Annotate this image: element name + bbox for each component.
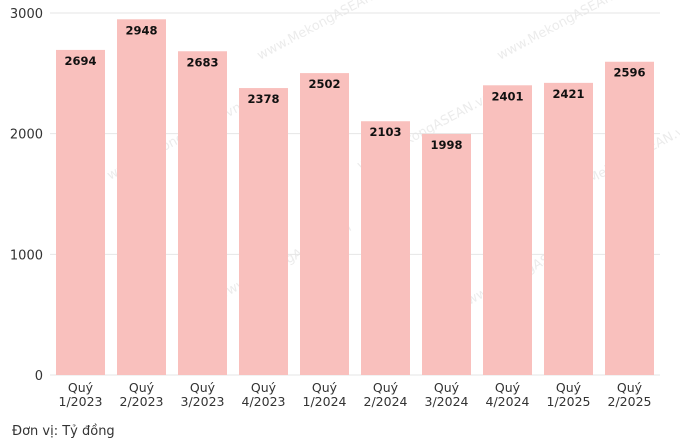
y-tick-label: 2000 [10, 128, 43, 143]
bar-value-label: 2683 [186, 55, 218, 69]
watermark-text: www.MekongASEAN.vn [255, 0, 394, 64]
bar [117, 19, 166, 376]
data-labels: 2694 2948 2683 2378 2502 2103 1998 2401 2421 2596 [64, 23, 645, 152]
x-tick-label: Quý 3/2023 [181, 380, 225, 409]
bar-value-label: 2502 [308, 77, 340, 91]
bar-value-label: 2421 [552, 87, 584, 101]
x-tick-label: Quý 4/2023 [242, 380, 286, 409]
bar [422, 133, 471, 375]
bar [361, 121, 410, 375]
bar [56, 49, 105, 375]
x-axis-ticks: Quý 1/2023 Quý 2/2023 Quý 3/2023 Quý 4/2023 Quý 1… [59, 380, 652, 409]
bar-value-label: 2103 [369, 125, 401, 139]
bar-value-label: 2401 [491, 89, 523, 103]
bar [605, 61, 654, 376]
y-tick-label: 1000 [10, 248, 43, 263]
y-tick-label: 0 [35, 369, 43, 384]
unit-note: Đơn vị: Tỷ đồng [12, 424, 115, 439]
x-tick-label: Quý 2/2023 [120, 380, 164, 409]
x-tick-label: Quý 1/2023 [59, 380, 103, 409]
x-tick-label: Quý 2/2024 [364, 380, 408, 409]
y-tick-label: 3000 [10, 7, 43, 22]
bar-value-label: 1998 [430, 138, 462, 152]
watermark-text: www.MekongASEAN.vn [495, 0, 634, 64]
bar-value-label: 2948 [125, 23, 157, 37]
x-tick-label: Quý 3/2024 [425, 380, 469, 409]
bar [178, 51, 227, 375]
x-tick-label: Quý 1/2025 [547, 380, 591, 409]
bars [56, 19, 654, 376]
bar [483, 85, 532, 376]
bar [239, 88, 288, 376]
x-tick-label: Quý 1/2024 [303, 380, 347, 409]
y-axis-ticks: 0 1000 2000 3000 [10, 7, 43, 384]
bar-value-label: 2694 [64, 54, 96, 68]
bar [300, 73, 349, 375]
bar-value-label: 2596 [613, 66, 645, 80]
bar [544, 82, 593, 375]
x-tick-label: Quý 2/2025 [608, 380, 652, 409]
x-tick-label: Quý 4/2024 [486, 380, 530, 409]
bar-value-label: 2378 [247, 92, 279, 106]
